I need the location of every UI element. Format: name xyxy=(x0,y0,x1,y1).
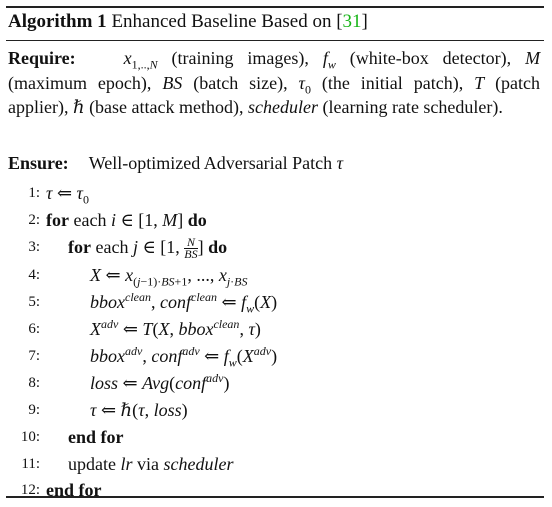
require-block: Require: x1,..,N (training images), fw (… xyxy=(8,48,541,118)
require-batch-size: (batch size), xyxy=(193,72,288,93)
line-number: 6: xyxy=(28,321,40,337)
title-bracket: ] xyxy=(361,11,368,32)
require-max-epoch: (maximum epoch), xyxy=(8,72,152,93)
require-training-images: (training images), xyxy=(171,48,309,68)
top-rule xyxy=(6,6,544,8)
ensure-keyword: Ensure: xyxy=(8,153,69,173)
line-number: 3: xyxy=(28,239,40,255)
citation-link[interactable]: 31 xyxy=(342,11,362,32)
line-number: 5: xyxy=(28,294,40,310)
line-number: 12: xyxy=(20,482,40,498)
ensure-text: Well-optimized Adversarial Patch xyxy=(88,153,333,173)
algorithm-label: Algorithm 1 xyxy=(8,11,107,32)
algorithm-title-text: Enhanced Baseline Based on [ xyxy=(111,11,343,32)
line-number: 10: xyxy=(20,429,40,445)
ensure-block: Ensure: Well-optimized Adversarial Patch … xyxy=(8,153,344,173)
require-initial-patch: (the initial patch), xyxy=(321,72,464,93)
title-rule xyxy=(6,40,544,41)
line-number: 8: xyxy=(28,375,40,391)
line-number: 4: xyxy=(28,267,40,283)
require-patch-applier: (patch applier), xyxy=(8,72,541,118)
bottom-rule xyxy=(6,496,544,498)
line-number: 1: xyxy=(28,185,40,201)
line-number: 2: xyxy=(28,212,40,228)
require-attack-method: (base attack method), xyxy=(89,97,244,117)
line-number: 9: xyxy=(28,402,40,418)
require-keyword: Require: xyxy=(8,48,76,68)
require-detector: (white-box detector), xyxy=(349,48,512,68)
line-number: 11: xyxy=(21,456,40,472)
line-number: 7: xyxy=(28,348,40,364)
algorithm-box: Algorithm 1 Enhanced Baseline Based on [… xyxy=(6,6,544,500)
algorithm-title: Algorithm 1 Enhanced Baseline Based on [… xyxy=(8,11,368,33)
require-scheduler: (learning rate scheduler). xyxy=(322,97,503,117)
